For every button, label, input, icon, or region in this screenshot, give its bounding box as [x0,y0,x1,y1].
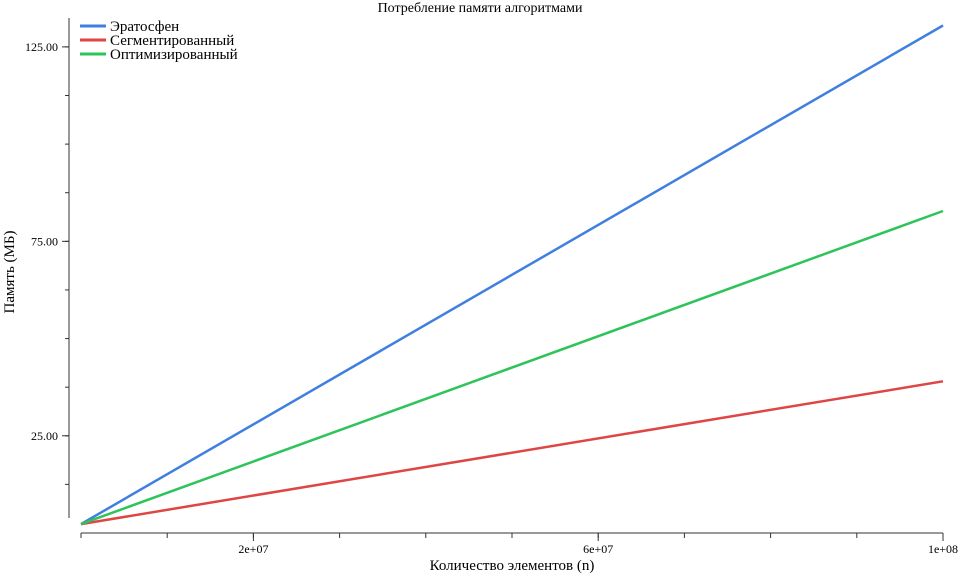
y-tick-label: 75.00 [31,234,58,248]
x-axis-title: Количество элементов (n) [430,558,595,574]
y-tick-label: 125.00 [25,40,58,54]
y-axis-title: Память (МБ) [2,231,18,314]
legend-label: Оптимизированный [110,47,238,63]
legend-label: Эратосфен [110,19,179,35]
y-tick-label: 25.00 [31,429,58,443]
x-tick-label: 1e+08 [928,542,958,556]
series-line [80,380,944,526]
series-line [80,209,944,526]
series-lines [80,24,944,526]
chart-title: Потребление памяти алгоритмами [378,1,583,16]
legend-label: Сегментированный [110,33,234,49]
legend: ЭратосфенСегментированныйОптимизированны… [80,19,238,63]
x-tick-label: 2e+07 [238,542,268,556]
axis-ticks: 2e+07 6e+07 1e+08 25.00 75.00 125.00 [25,40,958,556]
series-line [80,24,944,526]
x-tick-label: 6e+07 [583,542,613,556]
